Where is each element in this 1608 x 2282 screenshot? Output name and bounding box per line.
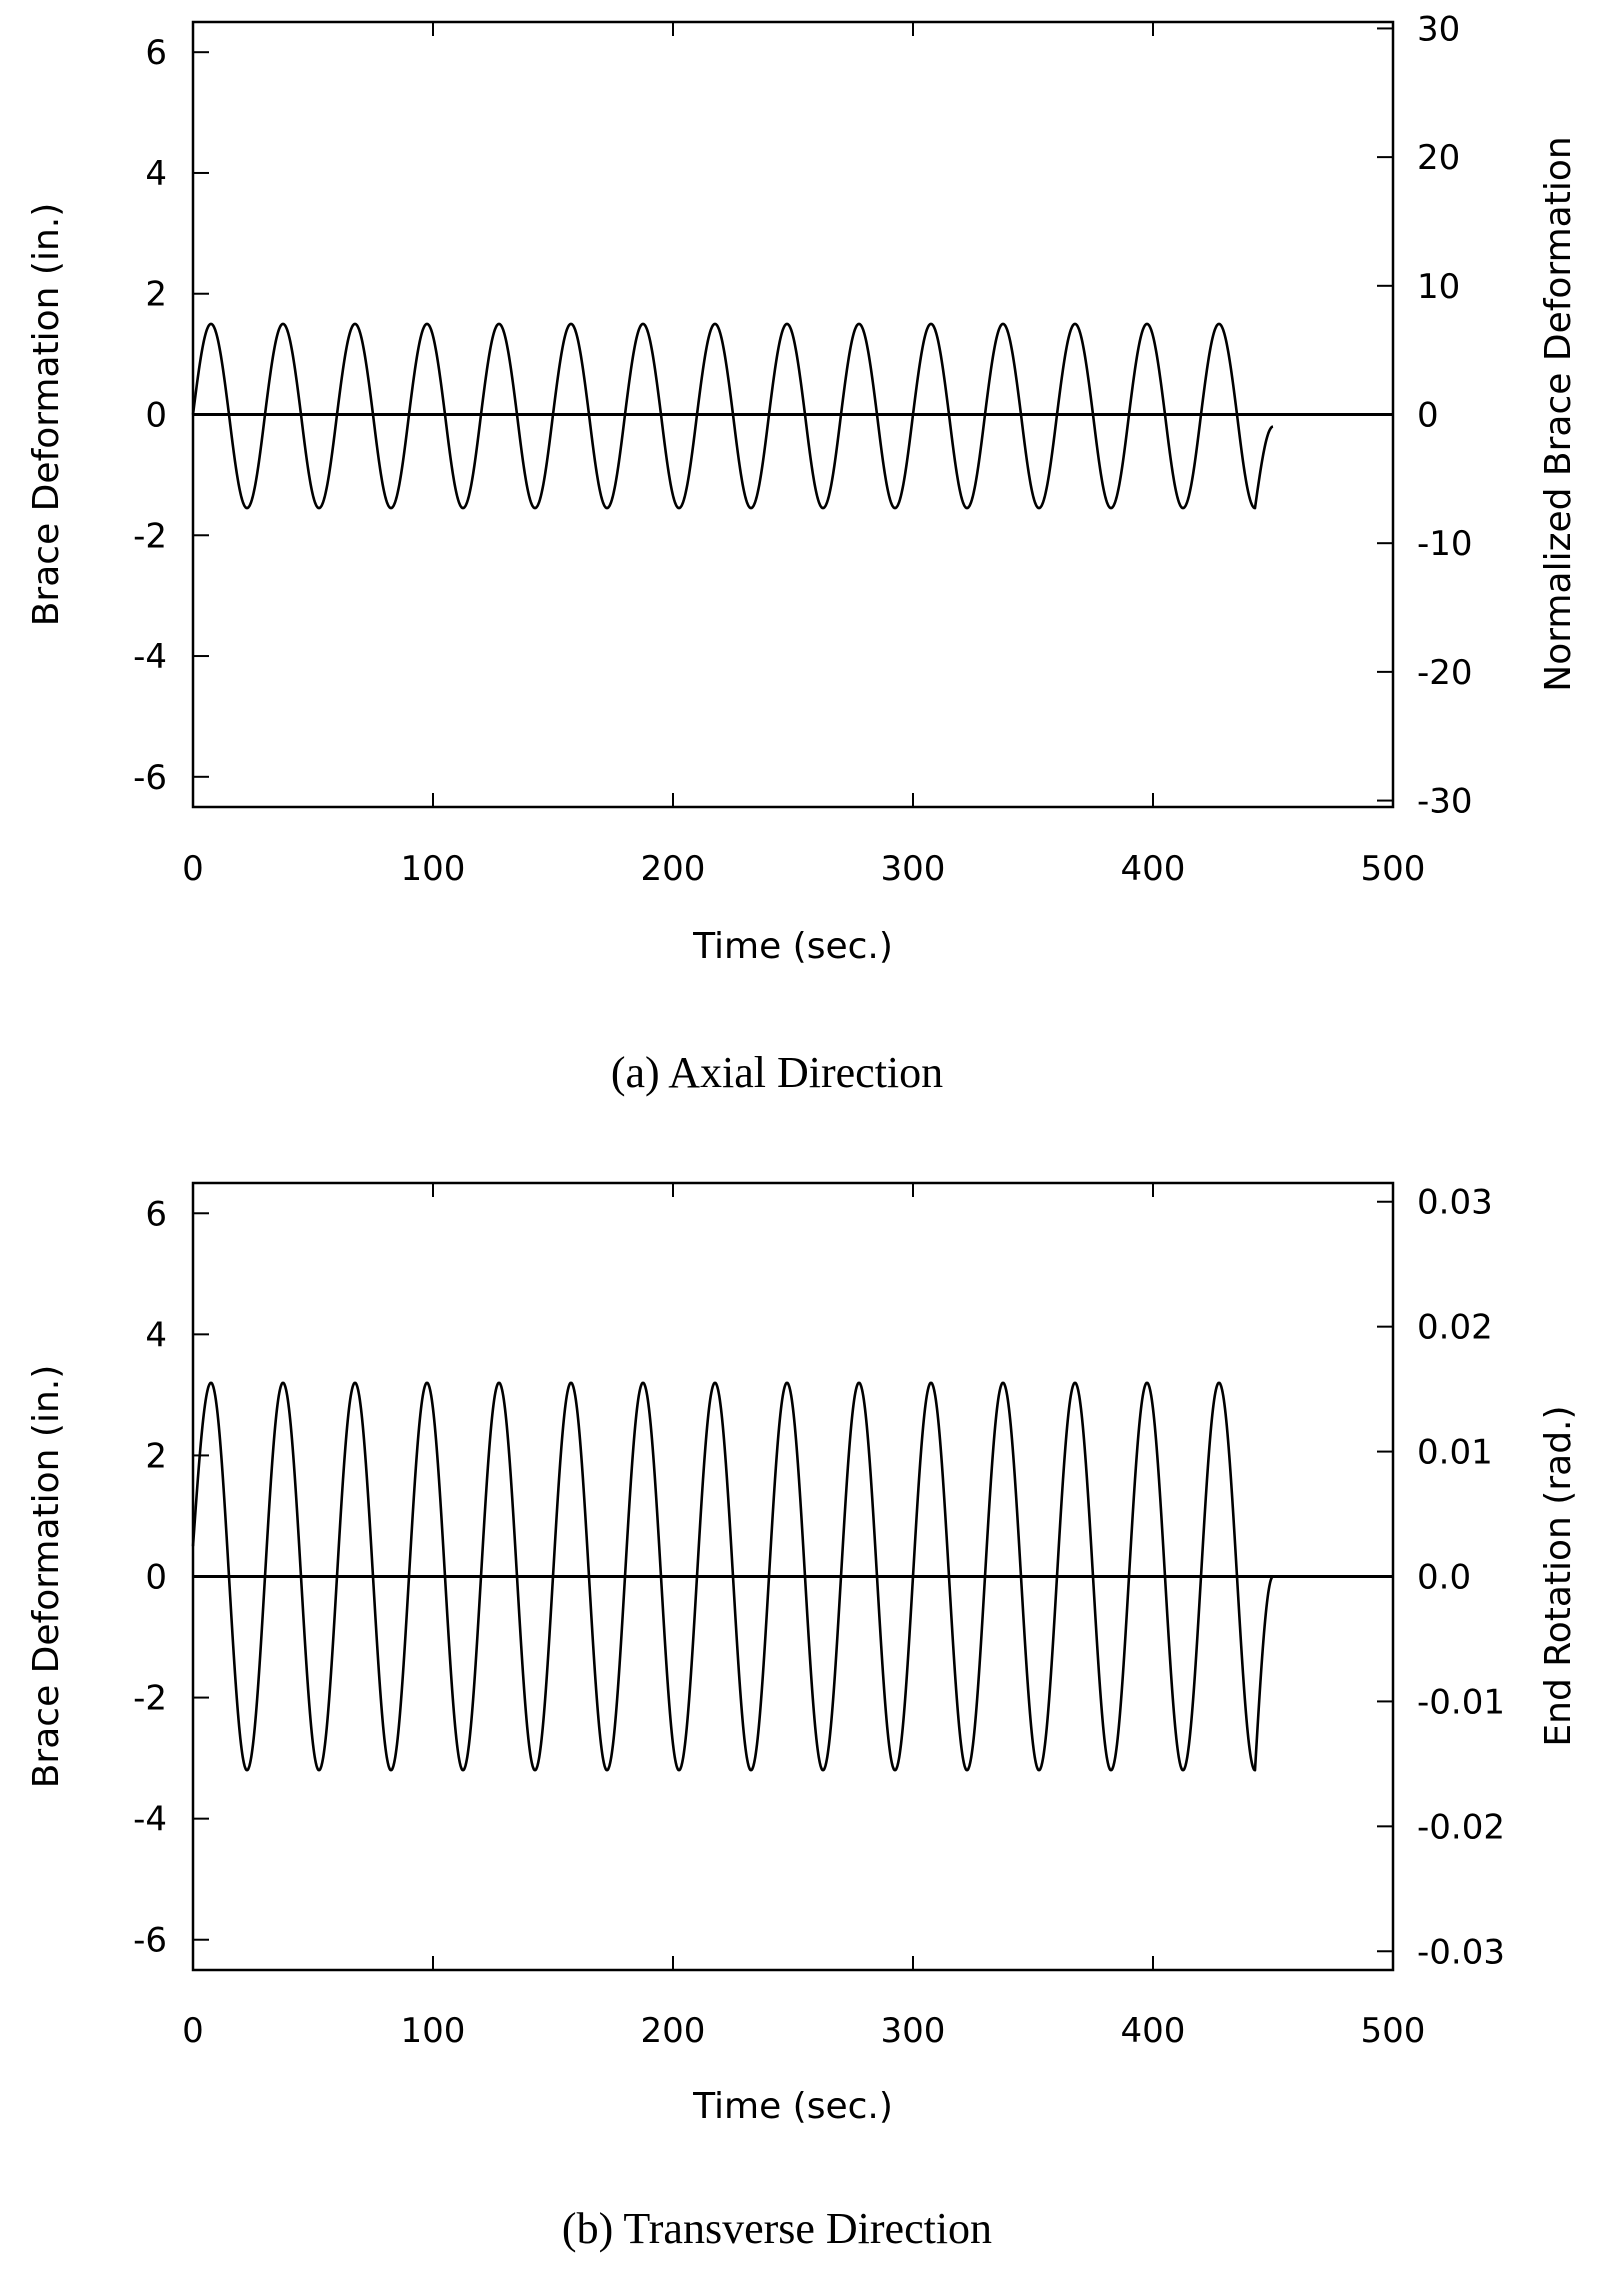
y-tick-label: -4 bbox=[133, 637, 167, 677]
x-axis-title: Time (sec.) bbox=[692, 2086, 893, 2127]
y2-tick-label: 10 bbox=[1417, 267, 1460, 307]
y2-tick-label: -20 bbox=[1417, 653, 1473, 693]
y-tick-label: -2 bbox=[133, 516, 167, 556]
y-tick-label: 6 bbox=[145, 33, 167, 73]
y2-tick-label: -0.01 bbox=[1417, 1682, 1505, 1722]
y-tick-label: -2 bbox=[133, 1679, 167, 1719]
y2-tick-label: -0.02 bbox=[1417, 1807, 1505, 1847]
y2-tick-label: 0.03 bbox=[1417, 1183, 1493, 1223]
x-tick-label: 300 bbox=[881, 849, 946, 889]
x-axis-title: Time (sec.) bbox=[692, 926, 893, 967]
x-tick-label: 500 bbox=[1361, 849, 1426, 889]
caption-transverse: (b) Transverse Direction bbox=[562, 2204, 992, 2253]
y-axis-title: Brace Deformation (in.) bbox=[26, 1365, 67, 1789]
y-tick-label: 2 bbox=[145, 1436, 167, 1476]
y-tick-label: 0 bbox=[145, 396, 167, 436]
x-tick-label: 100 bbox=[401, 2011, 466, 2051]
y2-tick-label: -10 bbox=[1417, 524, 1473, 564]
y2-tick-label: 20 bbox=[1417, 138, 1460, 178]
caption-axial: (a) Axial Direction bbox=[611, 1048, 943, 1097]
y-tick-label: -4 bbox=[133, 1800, 167, 1840]
y-tick-label: -6 bbox=[133, 758, 167, 798]
y2-tick-label: -0.03 bbox=[1417, 1932, 1505, 1972]
y-tick-label: 4 bbox=[145, 1315, 167, 1355]
y-tick-label: -6 bbox=[133, 1921, 167, 1961]
panel-axial: 0 100 200 300 400 500-6-4-20246-30-20-1001020… bbox=[26, 9, 1579, 967]
x-tick-label: 300 bbox=[881, 2011, 946, 2051]
x-tick-label: 400 bbox=[1121, 849, 1186, 889]
y-tick-label: 6 bbox=[145, 1194, 167, 1234]
y2-tick-label: -30 bbox=[1417, 782, 1473, 822]
x-tick-label: 400 bbox=[1121, 2011, 1186, 2051]
y-axis-title: Brace Deformation (in.) bbox=[26, 203, 67, 627]
y2-tick-label: 0.0 bbox=[1417, 1558, 1471, 1598]
series-line bbox=[191, 1381, 1274, 1772]
y2-axis-title: Normalized Brace Deformation bbox=[1538, 136, 1579, 691]
panel-transverse: 0 100 200 300 400 500 -6 -4 -2 0 2 4 6 -0.03 -0.02 -0.0… bbox=[26, 1181, 1579, 2127]
series-line bbox=[191, 322, 1274, 510]
x-tick-label: 100 bbox=[401, 849, 466, 889]
y2-tick-label: 30 bbox=[1417, 9, 1460, 49]
x-tick-label: 0 bbox=[182, 2011, 204, 2051]
y-tick-label: 2 bbox=[145, 275, 167, 315]
y2-tick-label: 0.02 bbox=[1417, 1308, 1493, 1348]
y-tick-label: 4 bbox=[145, 154, 167, 194]
x-tick-label: 0 bbox=[182, 849, 204, 889]
y2-tick-label: 0.01 bbox=[1417, 1433, 1493, 1473]
y2-axis-title: End Rotation (rad.) bbox=[1538, 1405, 1579, 1746]
x-tick-label: 500 bbox=[1361, 2011, 1426, 2051]
x-tick-label: 200 bbox=[641, 2011, 706, 2051]
x-tick-label: 200 bbox=[641, 849, 706, 889]
y-tick-label: 0 bbox=[145, 1558, 167, 1598]
y2-tick-label: 0 bbox=[1417, 396, 1439, 436]
